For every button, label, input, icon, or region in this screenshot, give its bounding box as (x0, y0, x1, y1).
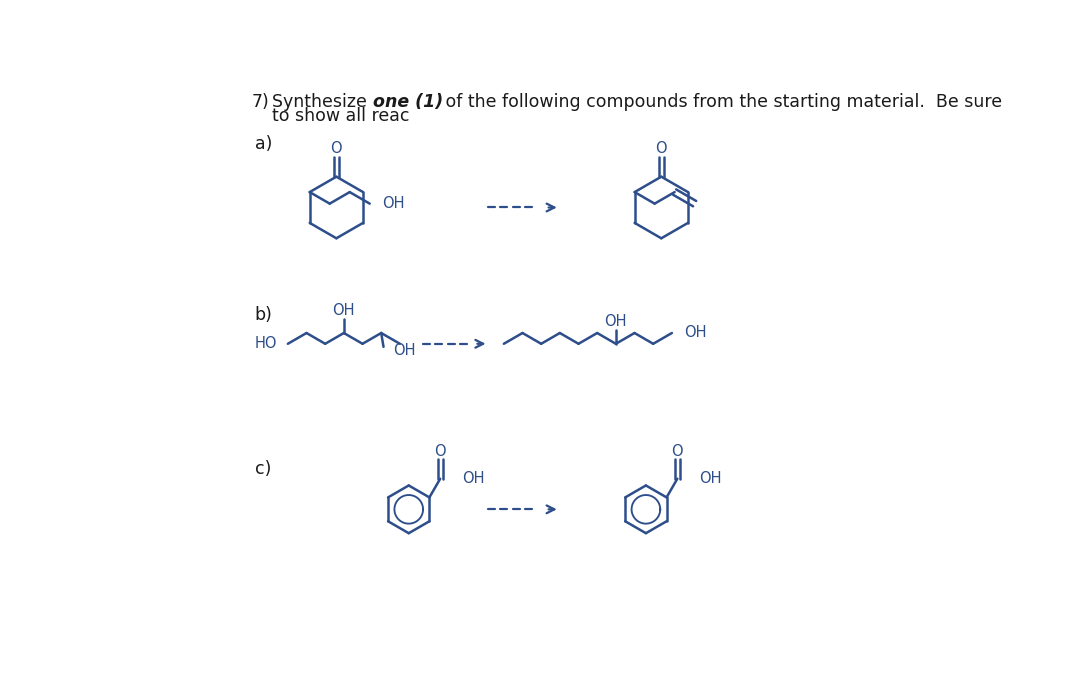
Text: OH: OH (382, 196, 405, 211)
Text: 7): 7) (252, 93, 269, 111)
Text: of the following compounds from the starting material.  Be sure: of the following compounds from the star… (441, 93, 1002, 111)
Text: to show all reac: to show all reac (272, 107, 409, 125)
Text: one (1): one (1) (374, 93, 444, 111)
Text: HO: HO (255, 336, 278, 351)
Text: OH: OH (699, 471, 721, 487)
Text: O: O (656, 141, 667, 157)
Text: b): b) (255, 306, 272, 324)
Text: OH: OH (333, 303, 355, 318)
Text: OH: OH (462, 471, 484, 487)
Text: c): c) (255, 460, 271, 478)
Text: O: O (434, 443, 446, 459)
Text: Synthesize: Synthesize (272, 93, 372, 111)
Text: OH: OH (605, 314, 627, 329)
Text: OH: OH (685, 326, 706, 340)
Text: O: O (330, 141, 342, 157)
Text: OH: OH (393, 343, 416, 358)
Text: O: O (672, 443, 684, 459)
Text: a): a) (255, 134, 272, 152)
